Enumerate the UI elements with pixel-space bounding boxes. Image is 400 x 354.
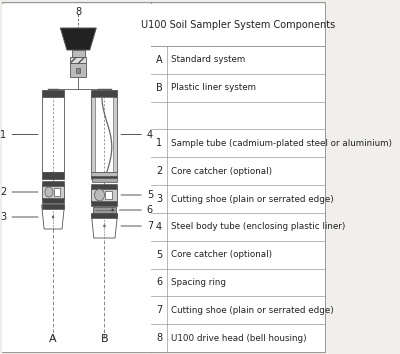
Bar xyxy=(91,201,118,206)
Text: 8: 8 xyxy=(156,333,162,343)
Bar xyxy=(91,97,118,172)
Text: 6: 6 xyxy=(120,205,153,215)
Text: Standard system: Standard system xyxy=(171,56,246,64)
Text: Cutting shoe (plain or serrated edge): Cutting shoe (plain or serrated edge) xyxy=(171,194,334,204)
Bar xyxy=(42,198,64,203)
Text: B: B xyxy=(156,83,162,93)
Bar xyxy=(92,178,117,182)
Bar xyxy=(42,204,64,209)
Text: Cutting shoe (plain or serrated edge): Cutting shoe (plain or serrated edge) xyxy=(171,306,334,315)
Bar xyxy=(42,90,64,97)
Bar xyxy=(91,184,118,189)
Text: 7: 7 xyxy=(121,221,153,231)
Circle shape xyxy=(103,224,106,228)
Text: B: B xyxy=(101,334,108,344)
Bar xyxy=(105,191,112,199)
Text: 5: 5 xyxy=(156,250,162,259)
Bar xyxy=(70,57,86,63)
Bar xyxy=(93,207,116,213)
Text: 1: 1 xyxy=(156,138,162,148)
Text: 3: 3 xyxy=(0,212,38,222)
Bar xyxy=(42,181,64,186)
Text: U100 drive head (bell housing): U100 drive head (bell housing) xyxy=(171,333,307,343)
Bar xyxy=(91,172,118,177)
Bar xyxy=(151,4,325,352)
Text: Sample tube (cadmium-plated steel or aluminium): Sample tube (cadmium-plated steel or alu… xyxy=(171,139,392,148)
Text: Core catcher (optional): Core catcher (optional) xyxy=(171,250,272,259)
Polygon shape xyxy=(60,28,96,50)
Text: Steel body tube (enclosing plastic liner): Steel body tube (enclosing plastic liner… xyxy=(171,222,346,231)
Text: 4: 4 xyxy=(121,130,153,139)
Text: 8: 8 xyxy=(75,7,82,17)
Text: Spacing ring: Spacing ring xyxy=(171,278,226,287)
Text: Core catcher (optional): Core catcher (optional) xyxy=(171,167,272,176)
Text: 7: 7 xyxy=(156,305,162,315)
Text: A: A xyxy=(156,55,162,65)
Circle shape xyxy=(111,209,114,211)
Bar xyxy=(42,172,64,179)
Bar xyxy=(54,188,60,196)
Text: 4: 4 xyxy=(156,222,162,232)
Bar xyxy=(91,188,118,202)
Bar xyxy=(2,4,151,352)
Text: 6: 6 xyxy=(156,278,162,287)
Bar xyxy=(91,213,118,218)
Polygon shape xyxy=(91,214,118,238)
Bar xyxy=(42,97,64,172)
Bar xyxy=(91,90,118,97)
Bar xyxy=(42,185,64,199)
Text: 3: 3 xyxy=(156,194,162,204)
Polygon shape xyxy=(42,205,64,229)
Circle shape xyxy=(52,216,54,218)
Text: 5: 5 xyxy=(121,190,153,200)
Text: A: A xyxy=(49,334,57,344)
Bar xyxy=(76,68,80,73)
Bar xyxy=(96,97,114,172)
Circle shape xyxy=(45,187,53,197)
Text: 1: 1 xyxy=(0,130,38,139)
Circle shape xyxy=(95,189,104,201)
Bar xyxy=(70,63,86,77)
Text: Plastic liner system: Plastic liner system xyxy=(171,83,256,92)
Bar xyxy=(72,50,85,57)
Text: 2: 2 xyxy=(0,187,38,197)
Text: U100 Soil Sampler System Components: U100 Soil Sampler System Components xyxy=(141,20,335,30)
Text: 2: 2 xyxy=(156,166,162,176)
Bar xyxy=(91,176,118,179)
